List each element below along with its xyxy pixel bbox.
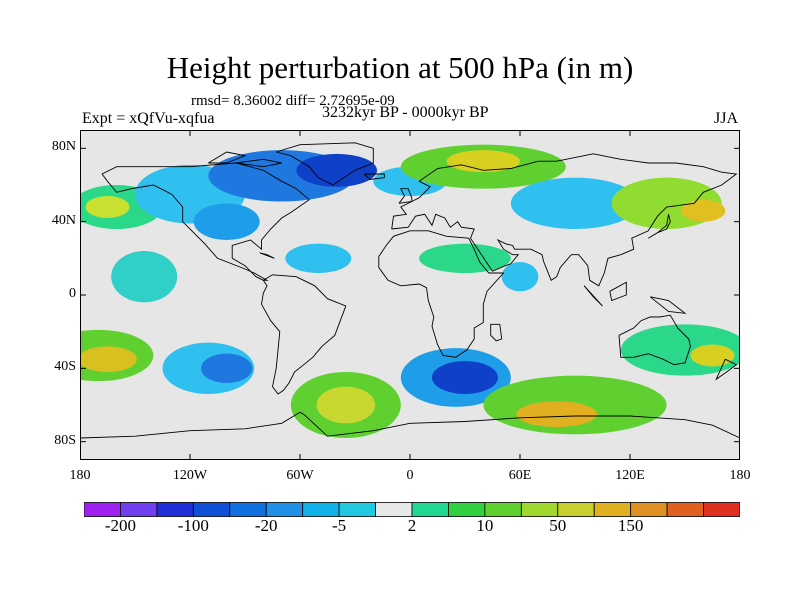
lon-tick-label: 120E bbox=[615, 468, 645, 483]
coastline bbox=[208, 151, 247, 164]
coastline bbox=[490, 323, 503, 342]
lon-tick-label: 180 bbox=[69, 468, 91, 483]
colorbar-segment bbox=[375, 502, 413, 517]
stats-label: rmsd= 8.36002 diff= 2.72695e-09 bbox=[191, 93, 395, 109]
field-region bbox=[285, 243, 352, 273]
coastline bbox=[80, 411, 740, 439]
field-region bbox=[85, 196, 130, 218]
colorbar-label: 150 bbox=[617, 516, 644, 535]
field-region bbox=[510, 177, 640, 229]
colorbar-segment bbox=[703, 502, 740, 517]
colorbar-segment bbox=[630, 502, 668, 517]
colorbar-segment bbox=[593, 502, 632, 517]
colorbar bbox=[84, 502, 740, 517]
coastline bbox=[378, 230, 505, 358]
coastline bbox=[235, 158, 282, 168]
period-label: 3232kyr BP - 0000kyr BP bbox=[322, 104, 489, 121]
coastline bbox=[618, 314, 691, 366]
coastline bbox=[101, 162, 310, 281]
plot-title: Height perturbation at 500 hPa (in m) bbox=[166, 50, 634, 85]
field-region bbox=[432, 361, 498, 394]
field-region bbox=[316, 386, 376, 424]
colorbar-segment bbox=[120, 502, 158, 517]
field-region bbox=[516, 401, 597, 427]
field-region bbox=[193, 203, 260, 240]
lat-tick-label: 80N bbox=[51, 139, 76, 155]
lat-tick-label: 40S bbox=[54, 359, 76, 375]
coastline bbox=[715, 358, 738, 381]
colorbar-segment bbox=[557, 502, 595, 517]
field-region bbox=[296, 153, 377, 187]
colorbar-segment bbox=[302, 502, 340, 517]
colorbar-label: 50 bbox=[549, 516, 567, 535]
coastline bbox=[259, 252, 275, 259]
colorbar-labels: -200 -100 -20 -5 2 10 50 150 bbox=[84, 516, 740, 538]
coastline bbox=[583, 285, 603, 307]
field-region bbox=[419, 243, 511, 273]
colorbar-segment bbox=[448, 502, 486, 517]
map-layers bbox=[80, 130, 740, 460]
lon-tick-label: 0 bbox=[406, 468, 414, 483]
coastline bbox=[276, 142, 374, 186]
field-region bbox=[681, 199, 726, 222]
field-region bbox=[111, 251, 178, 303]
coastline bbox=[391, 153, 738, 287]
colorbar-label: 10 bbox=[476, 516, 494, 535]
coastline bbox=[363, 173, 385, 180]
colorbar-segment bbox=[192, 502, 231, 517]
lon-tick-label: 180 bbox=[729, 468, 751, 483]
colorbar-segment bbox=[411, 502, 449, 517]
coastline bbox=[398, 188, 413, 204]
colorbar-label: -100 bbox=[177, 516, 209, 535]
colorbar-segment bbox=[84, 502, 121, 517]
colorbar-label: -5 bbox=[332, 516, 347, 535]
field-region bbox=[80, 346, 137, 372]
map-panel bbox=[80, 130, 740, 460]
lon-tick-label: 120W bbox=[172, 468, 208, 483]
experiment-label: Expt = xQfVu-xqfua bbox=[82, 110, 215, 127]
colorbar-segment bbox=[338, 502, 376, 517]
colorbar-segment bbox=[520, 502, 559, 517]
colorbar-segment bbox=[484, 502, 522, 517]
lon-tick-label: 60W bbox=[286, 468, 314, 483]
lat-tick-label: 0 bbox=[69, 286, 76, 301]
lat-tick-label: 80S bbox=[54, 432, 76, 448]
colorbar-label: 2 bbox=[407, 516, 417, 535]
colorbar-segment bbox=[265, 502, 304, 517]
colorbar-label: -20 bbox=[254, 516, 278, 535]
field-region bbox=[501, 262, 539, 292]
field-region bbox=[446, 150, 520, 173]
season-label: JJA bbox=[714, 110, 739, 127]
field-region bbox=[201, 353, 253, 383]
coastline bbox=[649, 296, 687, 314]
map-canvas bbox=[80, 130, 740, 460]
coastline bbox=[648, 214, 671, 239]
colorbar-segment bbox=[156, 502, 194, 517]
coastline bbox=[261, 274, 347, 395]
colorbar-segment bbox=[229, 502, 267, 517]
colorbar-segment bbox=[666, 502, 704, 517]
field-region bbox=[690, 344, 735, 367]
lat-tick-label: 40N bbox=[51, 212, 76, 228]
colorbar-label: -200 bbox=[104, 516, 137, 535]
coastline bbox=[609, 281, 627, 302]
lon-tick-label: 60E bbox=[508, 468, 532, 483]
